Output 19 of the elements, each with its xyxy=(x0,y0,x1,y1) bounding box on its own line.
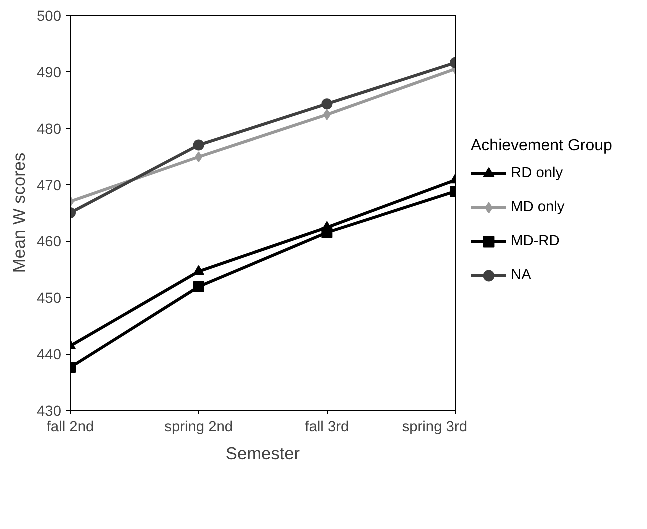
x-tick-label: fall 2nd xyxy=(46,420,94,436)
legend-title: Achievement Group xyxy=(471,137,612,155)
legend-label: MD-RD xyxy=(511,232,560,251)
y-tick-label: 470 xyxy=(37,178,62,194)
y-tick-label: 500 xyxy=(37,9,62,25)
y-tick-label: 480 xyxy=(37,122,62,138)
legend-label: MD only xyxy=(511,198,565,217)
y-tick-label: 430 xyxy=(37,404,62,420)
y-tick-label: 460 xyxy=(37,234,62,251)
x-axis-title: Semester xyxy=(226,444,300,464)
legend-label: NA xyxy=(511,266,532,285)
y-tick-label: 490 xyxy=(37,65,62,82)
x-tick-label: fall 3rd xyxy=(305,420,350,436)
y-axis-title: Mean W scores xyxy=(9,152,30,274)
legend-label: RD only xyxy=(511,164,564,183)
x-tick-label: spring 2nd xyxy=(164,420,234,436)
x-tick-label: spring 3rd xyxy=(402,420,468,436)
y-tick-label: 450 xyxy=(37,291,62,308)
y-tick-label: 440 xyxy=(37,348,62,364)
